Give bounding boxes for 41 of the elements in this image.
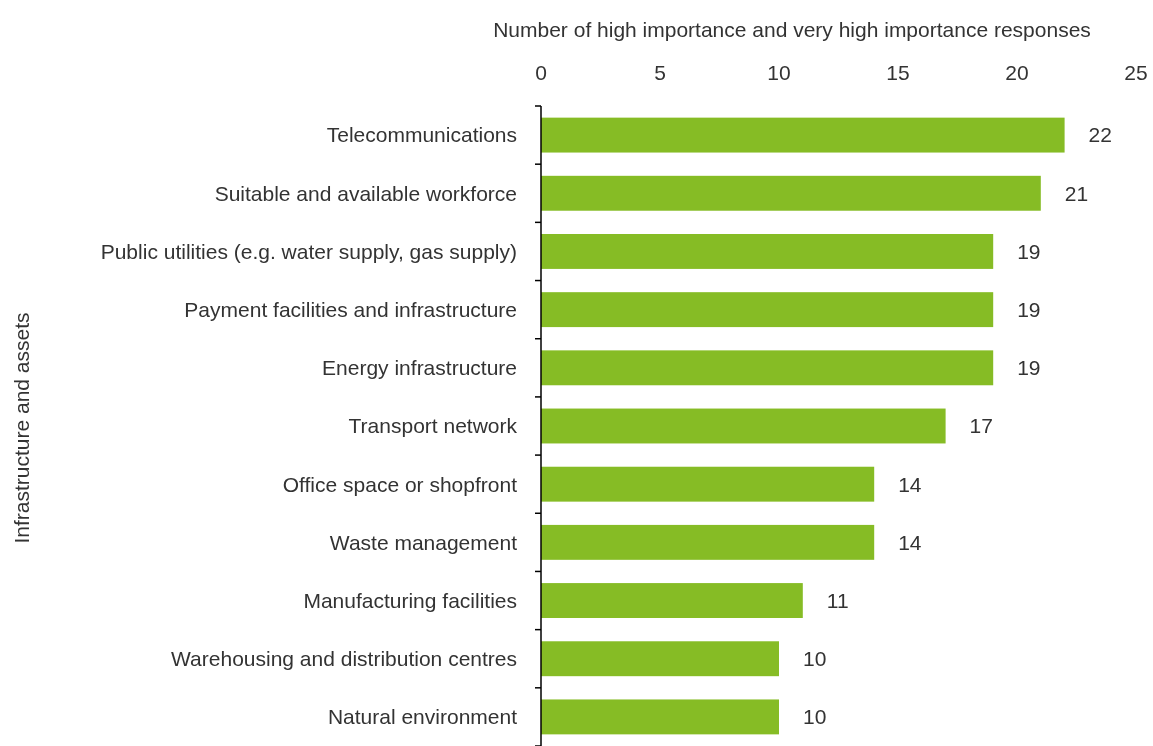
bar <box>541 292 994 328</box>
x-tick-label: 15 <box>886 61 910 85</box>
y-tick-label: Transport network <box>348 414 518 438</box>
x-tick-label: 20 <box>1005 61 1029 85</box>
y-tick-label: Manufacturing facilities <box>303 588 517 612</box>
data-label: 10 <box>803 705 827 729</box>
y-axis-title: Infrastructure and assets <box>10 312 34 544</box>
data-label: 21 <box>1064 181 1089 205</box>
data-label: 22 <box>1088 123 1112 147</box>
data-label: 10 <box>803 647 827 671</box>
data-label: 17 <box>969 414 993 438</box>
bar <box>541 466 875 502</box>
x-tick-label: 5 <box>654 61 666 85</box>
y-tick-label: Payment facilities and infrastructure <box>184 297 517 321</box>
bar <box>541 117 1065 153</box>
x-axis-title: Number of high importance and very high importance responses <box>493 18 1091 42</box>
x-tick-label: 25 <box>1124 61 1148 85</box>
data-label: 14 <box>898 530 922 554</box>
y-tick-label: Natural environment <box>327 705 518 729</box>
y-tick-label: Energy infrastructure <box>322 356 517 380</box>
y-tick-label: Office space or shopfront <box>282 472 518 496</box>
bar <box>541 175 1041 211</box>
data-label: 14 <box>898 472 922 496</box>
y-tick-label: Waste management <box>329 530 518 554</box>
y-tick-label: Public utilities (e.g. water supply, gas supply) <box>100 239 517 263</box>
bar <box>541 641 779 677</box>
y-tick-label: Suitable and available workforce <box>214 181 517 205</box>
data-label: 11 <box>826 588 849 612</box>
data-label: 19 <box>1017 297 1041 321</box>
bar <box>541 699 779 735</box>
x-tick-label: 0 <box>535 61 547 85</box>
bar <box>541 350 994 386</box>
data-label: 19 <box>1017 239 1041 263</box>
bar <box>541 408 946 444</box>
data-label: 19 <box>1017 356 1041 380</box>
y-tick-label: Telecommunications <box>326 123 517 147</box>
bar <box>541 234 994 269</box>
bar <box>541 583 803 618</box>
y-tick-label: Warehousing and distribution centres <box>171 647 517 671</box>
x-tick-label: 10 <box>767 61 791 85</box>
bar <box>541 524 875 560</box>
